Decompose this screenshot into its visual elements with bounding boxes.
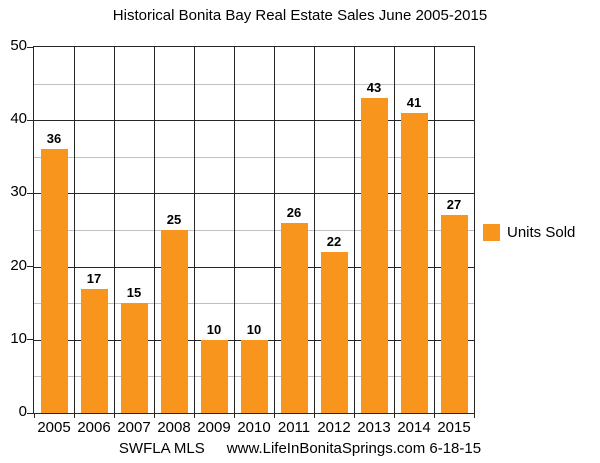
column-gridline bbox=[194, 47, 195, 413]
bar-value-label: 22 bbox=[326, 233, 342, 249]
column-gridline bbox=[314, 47, 315, 413]
y-axis-tick bbox=[27, 46, 34, 48]
x-axis-tick bbox=[193, 413, 195, 418]
bar bbox=[280, 222, 308, 413]
legend-label: Units Sold bbox=[507, 224, 576, 241]
x-axis-label: 2008 bbox=[157, 419, 191, 436]
bar bbox=[400, 112, 428, 413]
column-gridline bbox=[434, 47, 435, 413]
column-gridline bbox=[74, 47, 75, 413]
y-axis-label: 10 bbox=[10, 329, 27, 347]
x-axis-tick bbox=[313, 413, 315, 418]
x-axis-tick bbox=[353, 413, 355, 418]
x-axis-tick bbox=[433, 413, 435, 418]
bar-value-label: 26 bbox=[286, 204, 302, 220]
bar bbox=[360, 98, 388, 413]
x-axis-label: 2014 bbox=[397, 419, 431, 436]
x-axis-label: 2006 bbox=[77, 419, 111, 436]
x-axis-label: 2005 bbox=[37, 419, 71, 436]
minor-gridline bbox=[34, 83, 474, 85]
minor-gridline bbox=[34, 156, 474, 158]
column-gridline bbox=[354, 47, 355, 413]
major-gridline bbox=[34, 120, 474, 122]
major-gridline bbox=[34, 193, 474, 195]
x-axis-tick bbox=[273, 413, 275, 418]
bar bbox=[120, 303, 148, 413]
x-axis-tick bbox=[393, 413, 395, 418]
x-axis-label: 2012 bbox=[317, 419, 351, 436]
y-axis-tick bbox=[27, 266, 34, 268]
bar-value-label: 10 bbox=[206, 321, 222, 337]
y-axis-tick bbox=[27, 119, 34, 121]
bar bbox=[320, 251, 348, 413]
minor-gridline bbox=[34, 303, 474, 305]
y-axis-label: 0 bbox=[18, 403, 27, 420]
bar bbox=[40, 149, 68, 413]
footer-site: www.LifeInBonitaSprings.com 6-18-15 bbox=[226, 440, 482, 457]
y-axis-tick bbox=[27, 192, 34, 194]
y-axis-label: 30 bbox=[10, 183, 27, 201]
footer: SWFLA MLS www.LifeInBonitaSprings.com 6-1… bbox=[0, 440, 600, 457]
bar bbox=[160, 230, 188, 413]
bar-value-label: 27 bbox=[446, 197, 462, 213]
x-axis-tick bbox=[113, 413, 115, 418]
y-axis-tick bbox=[27, 412, 34, 414]
bar-value-label: 10 bbox=[246, 321, 262, 337]
y-axis-tick bbox=[27, 339, 34, 341]
footer-source: SWFLA MLS bbox=[118, 440, 205, 457]
bar-value-label: 41 bbox=[406, 94, 422, 110]
y-axis-label: 20 bbox=[10, 256, 27, 274]
x-axis-label: 2009 bbox=[197, 419, 231, 436]
x-axis-tick bbox=[153, 413, 155, 418]
column-gridline bbox=[154, 47, 155, 413]
plot-area: 36 17 15 25 10 10 26 22 43 41 27 2005 2006 2007 2008 20… bbox=[27, 46, 475, 436]
bar-value-label: 43 bbox=[366, 80, 382, 96]
bar-value-label: 17 bbox=[86, 270, 102, 286]
x-axis-label: 2010 bbox=[237, 419, 271, 436]
bar bbox=[80, 288, 108, 413]
bar-value-label: 36 bbox=[46, 131, 62, 147]
column-gridline bbox=[234, 47, 235, 413]
column-gridline bbox=[274, 47, 275, 413]
column-gridline bbox=[114, 47, 115, 413]
chart-title: Historical Bonita Bay Real Estate Sales … bbox=[112, 7, 488, 24]
legend-swatch bbox=[483, 224, 500, 241]
major-gridline bbox=[34, 266, 474, 268]
x-axis-label: 2015 bbox=[437, 419, 471, 436]
x-axis-label: 2007 bbox=[117, 419, 151, 436]
bar bbox=[240, 339, 268, 413]
x-axis-label: 2013 bbox=[357, 419, 391, 436]
column-gridline bbox=[394, 47, 395, 413]
y-axis-label: 40 bbox=[10, 110, 27, 128]
x-axis-tick bbox=[233, 413, 235, 418]
x-axis-tick bbox=[33, 413, 35, 418]
bar bbox=[440, 215, 468, 413]
x-axis-tick bbox=[473, 413, 475, 418]
bar bbox=[200, 339, 228, 413]
x-axis-tick bbox=[73, 413, 75, 418]
x-axis-label: 2011 bbox=[277, 419, 311, 436]
legend: Units Sold bbox=[483, 224, 575, 241]
y-axis-label: 50 bbox=[10, 37, 27, 54]
bar-value-label: 25 bbox=[166, 212, 182, 227]
minor-gridline bbox=[34, 230, 474, 231]
bar-value-label: 15 bbox=[126, 285, 142, 301]
